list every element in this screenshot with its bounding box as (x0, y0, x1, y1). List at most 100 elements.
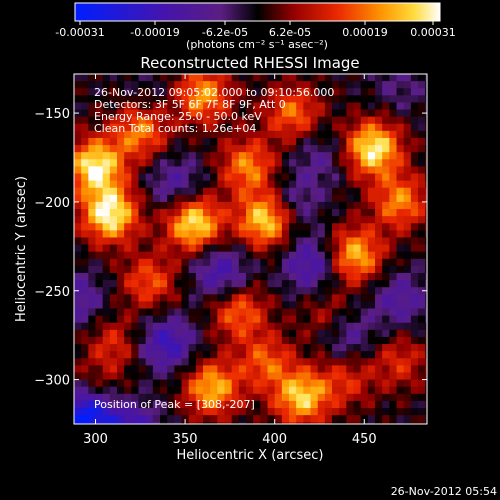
heatmap-cell (317, 251, 326, 260)
heatmap-cell (425, 201, 427, 210)
heatmap-cell (375, 223, 383, 231)
heatmap-cell (281, 379, 290, 388)
heatmap-cell (167, 358, 175, 366)
heatmap-cell (224, 351, 233, 359)
heatmap-cell (95, 280, 104, 288)
heatmap-cell (203, 280, 211, 288)
heatmap-cell (195, 137, 204, 146)
heatmap-cell (418, 322, 426, 331)
heatmap-cell (353, 301, 362, 310)
heatmap-cell (253, 102, 261, 111)
heatmap-cell (217, 393, 226, 402)
heatmap-cell (238, 237, 247, 246)
heatmap-cell (195, 209, 204, 217)
plot-title: Reconstructed RHESSI Image (140, 54, 359, 72)
heatmap-cell (81, 216, 89, 224)
heatmap-cell (253, 408, 261, 416)
heatmap-cell (375, 344, 383, 352)
heatmap-cell (353, 386, 362, 395)
heatmap-cell (310, 116, 319, 125)
heatmap-cell (296, 322, 304, 331)
heatmap-cell (160, 301, 168, 310)
heatmap-cell (138, 180, 147, 189)
heatmap-cell (360, 216, 369, 224)
heatmap-cell (281, 81, 290, 89)
heatmap-cell (203, 145, 211, 153)
heatmap-cell (289, 287, 297, 295)
heatmap-cell (367, 344, 376, 352)
heatmap-cell (95, 258, 104, 267)
heatmap-cell (367, 422, 376, 424)
heatmap-cell (167, 386, 175, 395)
heatmap-cell (296, 251, 304, 260)
heatmap-cell (195, 301, 204, 310)
heatmap-cell (339, 294, 347, 303)
heatmap-cell (418, 123, 426, 132)
heatmap-cell (74, 358, 82, 366)
heatmap-cell (160, 272, 168, 281)
heatmap-cell (339, 216, 347, 224)
heatmap-cell (131, 152, 140, 160)
heatmap-cell (188, 81, 197, 89)
heatmap-cell (109, 237, 118, 246)
heatmap-cell (310, 159, 319, 167)
heatmap-cell (267, 81, 276, 89)
heatmap-cell (210, 329, 218, 338)
heatmap-cell (217, 95, 226, 104)
heatmap-cell (152, 272, 161, 281)
heatmap-cell (310, 201, 319, 210)
heatmap-cell (181, 379, 190, 388)
heatmap-cell (281, 88, 290, 96)
heatmap-cell (203, 102, 211, 111)
heatmap-cell (95, 209, 104, 217)
heatmap-cell (410, 358, 419, 366)
heatmap-cell (289, 159, 297, 167)
heatmap-cell (152, 294, 161, 303)
heatmap-cell (74, 301, 82, 310)
heatmap-cell (117, 365, 125, 374)
heatmap-cell (303, 88, 312, 96)
heatmap-cell (131, 237, 140, 246)
heatmap-cell (317, 344, 326, 352)
heatmap-cell (231, 88, 240, 96)
heatmap-cell (324, 251, 333, 260)
heatmap-cell (296, 145, 304, 153)
heatmap-cell (389, 265, 398, 274)
heatmap-cell (224, 386, 233, 395)
heatmap-cell (289, 265, 297, 274)
heatmap-cell (174, 145, 183, 153)
heatmap-cell (360, 287, 369, 295)
heatmap-cell (267, 230, 276, 239)
heatmap-cell (324, 95, 333, 104)
heatmap-cell (296, 194, 304, 203)
heatmap-cell (102, 201, 111, 210)
heatmap-cell (375, 308, 383, 317)
heatmap-cell (296, 201, 304, 210)
heatmap-cell (138, 88, 147, 96)
heatmap-cell (332, 251, 340, 260)
heatmap-cell (339, 159, 347, 167)
heatmap-cell (418, 422, 426, 424)
heatmap-cell (310, 386, 319, 395)
heatmap-cell (403, 244, 412, 253)
heatmap-cell (167, 74, 175, 82)
heatmap-cell (109, 159, 118, 167)
heatmap-cell (131, 88, 140, 96)
heatmap-cell (195, 201, 204, 210)
heatmap-cell (238, 329, 247, 338)
heatmap-cell (102, 102, 111, 111)
heatmap-cell (109, 95, 118, 104)
heatmap-cell (289, 393, 297, 402)
heatmap-cell (188, 336, 197, 345)
heatmap-cell (81, 308, 89, 317)
heatmap-cell (117, 201, 125, 210)
heatmap-cell (425, 351, 427, 359)
heatmap-cell (389, 408, 398, 416)
heatmap-cell (403, 344, 412, 352)
heatmap-cell (95, 386, 104, 395)
heatmap-cell (324, 365, 333, 374)
heatmap-cell (203, 137, 211, 146)
heatmap-cell (109, 187, 118, 196)
heatmap-cell (396, 336, 405, 345)
heatmap-cell (167, 102, 175, 111)
